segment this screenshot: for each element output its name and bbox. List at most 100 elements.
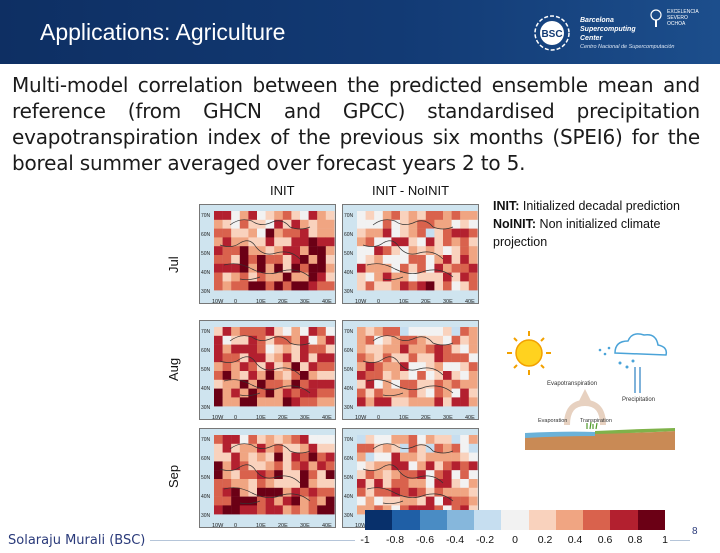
map-grid-cell <box>357 470 366 480</box>
longitude-label: 40E <box>465 415 475 420</box>
map-grid-cell <box>325 397 335 407</box>
map-grid-cell <box>408 255 418 264</box>
map-grid-cell <box>214 327 223 336</box>
map-grid-cell <box>300 237 309 247</box>
latitude-label: 50N <box>344 367 354 373</box>
longitude-label: 30E <box>300 523 310 528</box>
map-grid-cell <box>443 246 452 256</box>
longitude-label: 10W <box>212 523 224 528</box>
map-grid-cell <box>257 461 266 471</box>
colorbar-tick-label: 1 <box>662 534 668 546</box>
map-grid-cell <box>460 281 469 291</box>
map-grid-cell <box>468 211 478 220</box>
map-grid-cell <box>291 487 301 497</box>
map-grid-cell <box>434 335 444 345</box>
map-grid-cell <box>391 211 401 220</box>
latitude-label: 70N <box>201 329 211 335</box>
map-grid-cell <box>425 496 435 506</box>
map-grid-cell <box>382 327 392 336</box>
map-grid-cell <box>391 443 401 453</box>
latitude-label: 30N <box>201 513 211 519</box>
map-grid-cell <box>222 344 232 354</box>
colorbar-tick-label: -0.6 <box>415 534 435 546</box>
map-grid-cell <box>374 487 383 497</box>
map-grid-cell <box>468 219 478 229</box>
map-grid-cell <box>443 435 452 444</box>
map-grid-cell <box>222 461 232 471</box>
map-grid-cell <box>214 461 223 471</box>
map-grid-cell <box>317 379 326 389</box>
map-grid-cell <box>391 228 401 238</box>
map-grid-cell <box>214 487 223 497</box>
map-grid-cell <box>257 371 266 380</box>
colorbar-ticks: -1 -0.8 -0.6 -0.4 -0.2 0 0.2 0.4 0.6 0.8 1 <box>360 534 680 548</box>
map-grid-cell <box>400 281 409 291</box>
map-grid-cell <box>265 219 275 229</box>
longitude-label: 20E <box>278 299 288 304</box>
map-grid-cell <box>460 443 469 453</box>
map-grid-cell <box>408 327 418 336</box>
map-grid-cell <box>408 379 418 389</box>
map-grid-cell <box>214 246 223 256</box>
map-grid-cell <box>451 452 461 462</box>
map-grid-cell <box>248 487 258 497</box>
map-grid-cell <box>443 272 452 282</box>
map-grid-cell <box>214 388 223 398</box>
map-grid-cell <box>239 461 249 471</box>
map-grid-cell <box>239 353 249 363</box>
map-grid-cell <box>374 397 383 407</box>
colorbar-tick-label: -1 <box>360 534 370 546</box>
map-grid-cell <box>317 362 326 372</box>
map-grid-cell <box>425 353 435 363</box>
map-grid-cell <box>291 219 301 229</box>
map-grid-cell <box>300 353 309 363</box>
map-grid-cell <box>239 281 249 291</box>
map-grid-cell <box>357 461 366 471</box>
map-grid-cell <box>231 461 240 471</box>
map-grid-cell <box>214 379 223 389</box>
colorbar-tick-label: 0.6 <box>597 534 613 546</box>
map-grid-cell <box>417 281 426 291</box>
map-grid-cell <box>374 228 383 238</box>
map-grid-cell <box>434 505 444 515</box>
map-grid-cell <box>214 263 223 273</box>
map-grid-cell <box>460 435 469 444</box>
map-grid-cell <box>382 379 392 389</box>
colorbar-swatch <box>583 510 611 530</box>
map-grid-cell <box>357 246 366 256</box>
map-grid-cell <box>460 353 469 363</box>
map-grid-cell <box>265 228 275 238</box>
map-grid-cell <box>451 211 461 220</box>
map-grid-cell <box>308 452 318 462</box>
longitude-label: 10W <box>212 299 224 304</box>
map-grid-cell <box>274 388 283 398</box>
map-grid-cell <box>374 211 383 220</box>
map-grid-cell <box>451 219 461 229</box>
map-grid-cell <box>357 505 366 515</box>
map-grid-cell <box>391 496 401 506</box>
map-grid-cell <box>231 335 240 345</box>
map-grid-cell <box>325 452 335 462</box>
map-grid-cell <box>214 479 223 488</box>
map-grid-cell <box>317 263 326 273</box>
map-grid-cell <box>317 487 326 497</box>
map-grid-cell <box>222 263 232 273</box>
map-grid-cell <box>257 272 266 282</box>
map-grid-cell <box>282 461 292 471</box>
map-grid-cell <box>443 505 452 515</box>
map-grid-cell <box>443 327 452 336</box>
severo-ochoa-text: EXCELENCIA SEVERO OCHOA <box>667 9 699 27</box>
map-grid-cell <box>443 219 452 229</box>
map-grid-cell <box>274 263 283 273</box>
map-grid-cell <box>239 344 249 354</box>
intro-paragraph: Multi-model correlation between the pred… <box>12 73 700 175</box>
map-grid-cell <box>274 281 283 291</box>
longitude-label: 20E <box>421 415 431 420</box>
map-grid-cell <box>357 335 366 345</box>
map-grid-cell <box>325 335 335 345</box>
map-grid-cell <box>391 237 401 247</box>
colorbar-swatch <box>501 510 529 530</box>
map-grid-cell <box>265 388 275 398</box>
map-grid-cell <box>257 344 266 354</box>
map-grid-cell <box>308 246 318 256</box>
